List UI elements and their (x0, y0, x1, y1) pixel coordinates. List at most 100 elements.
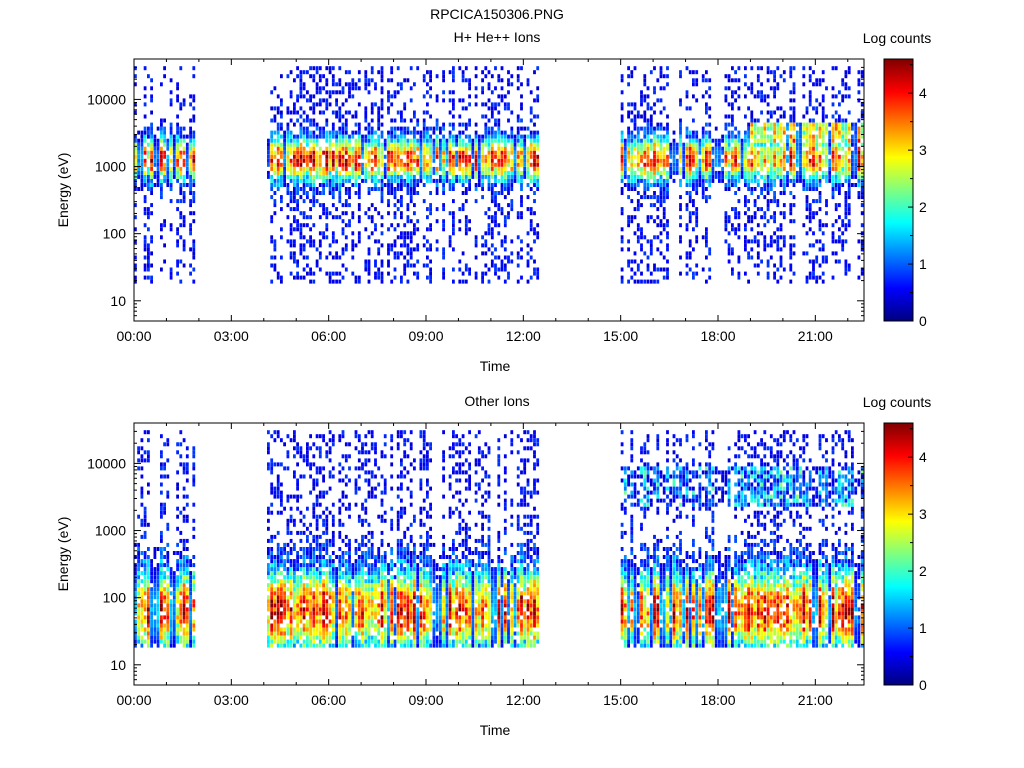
heatmap-cell (526, 251, 530, 256)
heatmap-cell (685, 178, 689, 183)
heatmap-cell (383, 154, 387, 159)
heatmap-cell (315, 199, 319, 204)
heatmap-cell (176, 86, 179, 91)
heatmap-cell (182, 563, 186, 568)
heatmap-cell (293, 142, 296, 147)
heatmap-cell (143, 458, 147, 463)
heatmap-cell (134, 623, 137, 628)
heatmap-cell (416, 275, 420, 280)
heatmap-cell (789, 138, 793, 143)
heatmap-cell (160, 462, 163, 467)
heatmap-cell (857, 162, 861, 167)
heatmap-cell (185, 446, 189, 451)
heatmap-cell (854, 138, 858, 143)
heatmap-cell (776, 154, 780, 159)
heatmap-cell (851, 154, 854, 159)
heatmap-cell (280, 178, 283, 183)
heatmap-cell (179, 454, 183, 459)
heatmap-cell (711, 158, 715, 163)
heatmap-cell (166, 639, 170, 644)
heatmap-cell (838, 90, 841, 95)
heatmap-cell (169, 567, 173, 572)
heatmap-cell (747, 187, 750, 191)
heatmap-cell (312, 195, 316, 200)
heatmap-cell (760, 94, 763, 99)
heatmap-cell (153, 575, 157, 580)
heatmap-cell (406, 162, 410, 167)
heatmap-cell (140, 183, 144, 187)
heatmap-cell (364, 106, 368, 111)
heatmap-cell (182, 639, 186, 644)
heatmap-cell (805, 126, 809, 131)
heatmap-cell (413, 138, 416, 143)
heatmap-cell (776, 66, 780, 71)
heatmap-cell (630, 199, 634, 204)
heatmap-cell (737, 142, 741, 147)
heatmap-cell (854, 142, 858, 147)
heatmap-cell (143, 518, 147, 523)
heatmap-cell (474, 94, 478, 99)
heatmap-cell (701, 150, 705, 155)
heatmap-cell (179, 623, 183, 628)
heatmap-cell (299, 134, 303, 139)
x-tick-label: 18:00 (700, 328, 735, 344)
heatmap-cell (163, 462, 166, 467)
heatmap-cell (270, 138, 274, 143)
heatmap-cell (452, 247, 455, 252)
heatmap-cell (445, 146, 449, 151)
heatmap-cell (825, 203, 828, 208)
heatmap-cell (182, 643, 186, 648)
heatmap-cell (380, 106, 384, 111)
heatmap-cell (283, 142, 286, 147)
heatmap-cell (779, 255, 783, 260)
heatmap-cell (396, 170, 400, 175)
heatmap-cell (490, 114, 494, 119)
heatmap-cell (714, 150, 718, 155)
heatmap-cell (701, 170, 705, 175)
heatmap-cell (328, 211, 332, 216)
heatmap-cell (393, 138, 397, 143)
heatmap-cell (147, 575, 150, 580)
heatmap-cell (773, 122, 776, 127)
heatmap-cell (267, 571, 270, 576)
heatmap-cell (779, 122, 783, 127)
heatmap-cell (688, 166, 692, 171)
heatmap-cell (166, 438, 170, 443)
heatmap-cell (172, 571, 176, 576)
heatmap-cell (176, 239, 179, 244)
heatmap-cell (150, 166, 153, 171)
heatmap-cell (507, 106, 510, 111)
heatmap-cell (643, 279, 647, 284)
heatmap-cell (705, 162, 708, 167)
heatmap-cell (507, 275, 510, 280)
heatmap-cell (857, 158, 861, 163)
heatmap-cell (734, 174, 737, 179)
heatmap-cell (383, 142, 387, 147)
heatmap-cell (821, 243, 825, 248)
heatmap-cell (348, 70, 351, 75)
heatmap-cell (176, 579, 179, 584)
heatmap-cell (406, 150, 410, 155)
heatmap-cell (289, 174, 293, 179)
heatmap-cell (695, 146, 699, 151)
heatmap-cell (529, 187, 533, 191)
heatmap-cell (705, 150, 708, 155)
heatmap-cell (192, 118, 196, 123)
heatmap-cell (484, 239, 488, 244)
heatmap-cell (354, 122, 358, 127)
heatmap-cell (841, 154, 845, 159)
heatmap-cell (468, 138, 471, 143)
heatmap-cell (140, 166, 144, 171)
heatmap-cell (140, 154, 144, 159)
heatmap-cell (510, 183, 514, 187)
heatmap-cell (484, 130, 488, 135)
heatmap-cell (380, 150, 384, 155)
heatmap-cell (150, 591, 153, 596)
heatmap-cell (633, 102, 637, 107)
heatmap-cell (270, 567, 274, 572)
heatmap-cell (312, 154, 316, 159)
heatmap-cell (393, 174, 397, 179)
heatmap-cell (445, 158, 449, 163)
heatmap-cell (192, 150, 196, 155)
heatmap-cell (789, 114, 793, 119)
